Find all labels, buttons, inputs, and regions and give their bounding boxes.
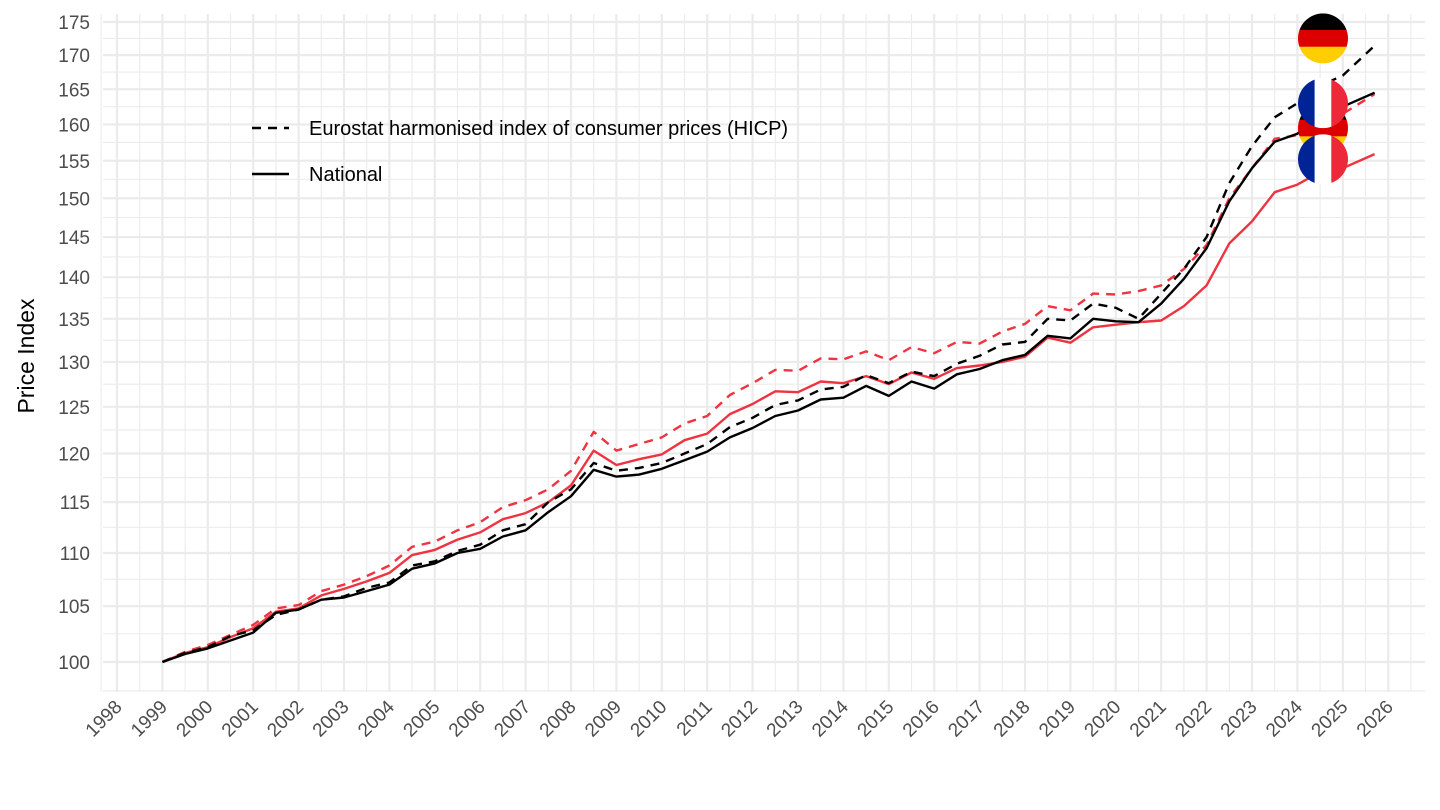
x-tick-label: 2023 xyxy=(1217,697,1262,742)
y-axis-title: Price Index xyxy=(13,298,39,414)
x-tick-label: 2022 xyxy=(1171,697,1216,742)
series-lines xyxy=(161,44,1376,664)
x-tick-label: 2020 xyxy=(1081,697,1126,742)
france-flag-icon xyxy=(1298,78,1348,129)
y-tick-label: 110 xyxy=(60,544,90,565)
x-tick-label: 2000 xyxy=(173,697,218,742)
x-tick-label: 2005 xyxy=(400,697,445,742)
series-line-france-national xyxy=(161,153,1376,664)
x-tick-label: 2014 xyxy=(808,696,853,741)
legend: Eurostat harmonised index of consumer pr… xyxy=(252,118,788,186)
x-tick-label: 2024 xyxy=(1262,696,1307,741)
x-tick-label: 2018 xyxy=(990,697,1035,742)
y-tick-label: 165 xyxy=(58,80,90,101)
legend-label-hicp: Eurostat harmonised index of consumer pr… xyxy=(309,118,788,140)
x-tick-label: 2025 xyxy=(1308,697,1353,742)
x-tick-label: 2010 xyxy=(627,697,672,742)
legend-label-national: National xyxy=(309,164,382,186)
x-tick-label: 1999 xyxy=(127,697,172,742)
x-tick-label: 2021 xyxy=(1126,697,1171,742)
x-tick-label: 2019 xyxy=(1035,697,1080,742)
x-tick-label: 2017 xyxy=(944,697,989,742)
series-line-germany-hicp xyxy=(161,44,1376,664)
x-tick-label: 2026 xyxy=(1353,697,1398,742)
grid-lines xyxy=(100,14,1425,692)
y-tick-label: 125 xyxy=(58,398,90,419)
x-tick-label: 2011 xyxy=(673,697,717,741)
series-line-germany-national xyxy=(162,91,1376,664)
y-tick-label: 160 xyxy=(58,115,90,136)
end-flags xyxy=(1298,13,1348,185)
x-tick-label: 2004 xyxy=(354,696,399,741)
y-tick-label: 150 xyxy=(58,189,90,210)
x-tick-label: 2012 xyxy=(717,697,762,742)
y-tick-label: 135 xyxy=(58,310,90,331)
x-tick-label: 2006 xyxy=(445,697,490,742)
x-tick-label: 2001 xyxy=(218,697,263,742)
y-tick-label: 115 xyxy=(60,493,90,514)
y-tick-label: 130 xyxy=(58,353,90,374)
x-axis-ticks: 1998 1999 2000 2001 2002 2003 2004 2005 2006 2007… xyxy=(82,696,1398,741)
x-tick-label: 2003 xyxy=(309,697,354,742)
x-tick-label: 2016 xyxy=(899,697,944,742)
x-tick-label: 2002 xyxy=(263,697,308,742)
y-tick-label: 155 xyxy=(58,152,90,173)
x-tick-label: 2009 xyxy=(581,697,626,742)
x-tick-label: 2013 xyxy=(763,697,808,742)
y-tick-label: 105 xyxy=(58,597,90,618)
y-axis-ticks: 100 105 110 115 120 125 130 135 140 145 150 155 160 1… xyxy=(58,13,90,674)
y-tick-label: 145 xyxy=(58,228,90,249)
x-tick-label: 1998 xyxy=(82,697,127,742)
x-tick-label: 2007 xyxy=(490,697,535,742)
y-tick-label: 175 xyxy=(58,13,90,34)
x-tick-label: 2008 xyxy=(536,697,581,742)
france-flag-icon xyxy=(1298,134,1348,185)
x-tick-label: 2015 xyxy=(854,697,899,742)
y-tick-label: 140 xyxy=(58,268,90,289)
germany-flag-icon xyxy=(1298,13,1348,64)
y-tick-label: 100 xyxy=(58,653,90,674)
y-tick-label: 170 xyxy=(58,46,90,67)
y-tick-label: 120 xyxy=(58,444,90,465)
